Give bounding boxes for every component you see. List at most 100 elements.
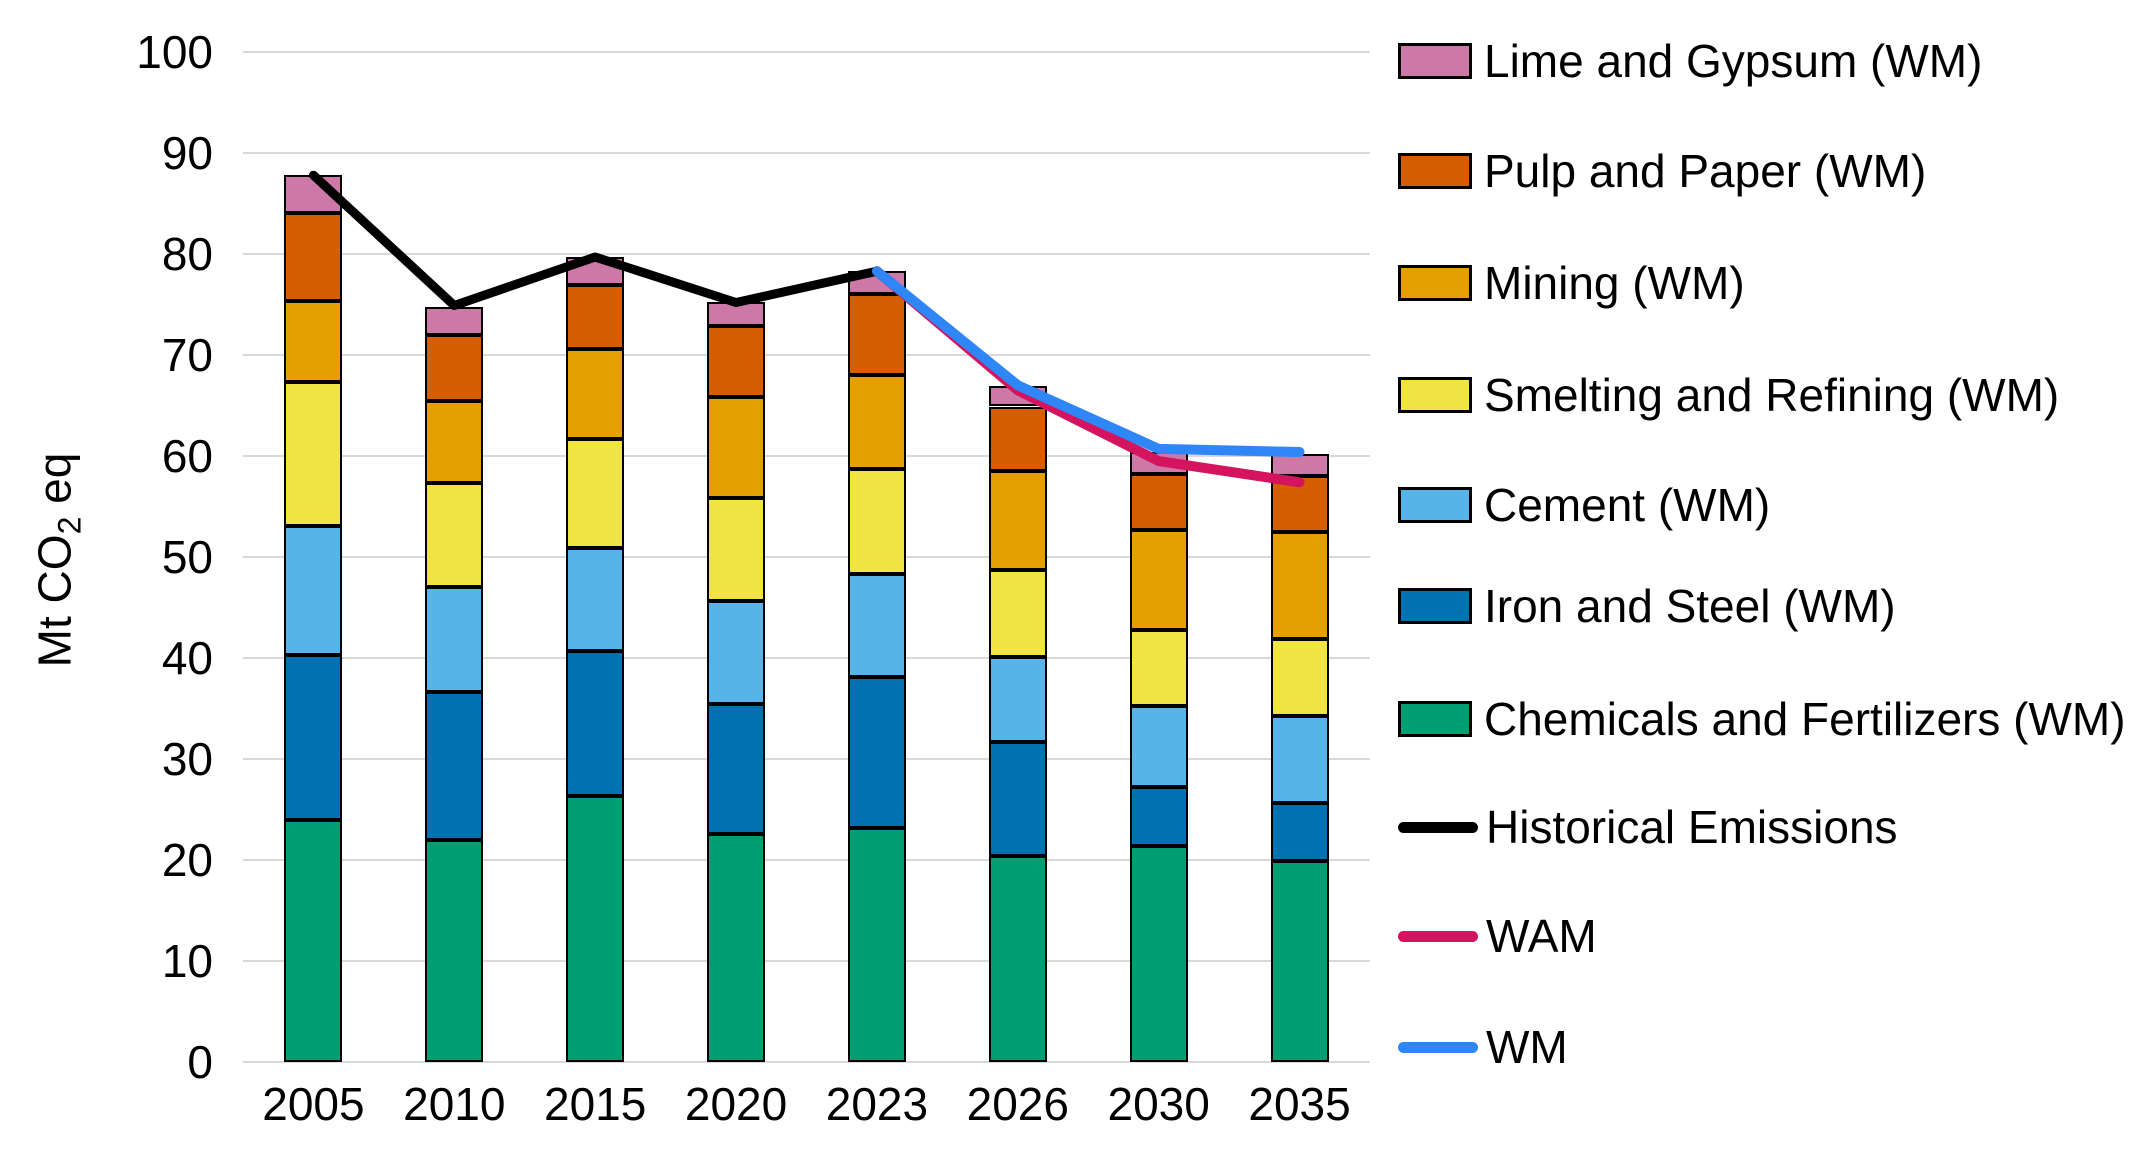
bar-segment-2026-mining-wm-	[988, 471, 1047, 571]
bar-segment-2023-cement-wm-	[847, 574, 906, 678]
bar-segment-2020-pulp-and-paper-wm-	[707, 325, 766, 398]
y-tick-label-90: 90	[161, 127, 213, 179]
bar-segment-2020-mining-wm-	[707, 397, 766, 499]
gridline-y-70	[243, 354, 1370, 356]
legend-item-iron-and-steel: Iron and Steel (WM)	[1398, 579, 1896, 634]
legend-item-wm: WM	[1398, 1020, 1568, 1075]
legend-label: Lime and Gypsum (WM)	[1484, 35, 1983, 87]
y-tick-label-70: 70	[161, 329, 213, 381]
bar-segment-2023-mining-wm-	[847, 375, 906, 470]
bar-segment-2020-iron-and-steel-wm-	[707, 704, 766, 834]
pulp-and-paper-swatch	[1398, 153, 1472, 189]
bar-segment-2030-mining-wm-	[1129, 529, 1188, 630]
historical-emissions-line-swatch	[1398, 822, 1478, 833]
mining-swatch	[1398, 265, 1472, 301]
legend-label: Historical Emissions	[1486, 801, 1898, 853]
chemicals-and-fertilizers-swatch	[1398, 701, 1472, 737]
bar-segment-2005-pulp-and-paper-wm-	[284, 212, 343, 302]
bar-segment-2005-cement-wm-	[284, 525, 343, 655]
bar-segment-2023-iron-and-steel-wm-	[847, 677, 906, 828]
x-tick-label-2015: 2015	[544, 1078, 647, 1130]
bar-segment-2015-smelting-and-refining-wm-	[566, 438, 625, 548]
y-tick-label-0: 0	[187, 1036, 213, 1088]
bar-segment-2035-chemicals-and-fertilizers-wm-	[1270, 861, 1329, 1062]
gridline-y-90	[243, 152, 1370, 154]
legend-label: WAM	[1486, 910, 1597, 962]
x-tick-label-2035: 2035	[1248, 1078, 1351, 1130]
y-tick-label-60: 60	[161, 430, 213, 482]
y-tick-label-80: 80	[161, 228, 213, 280]
x-tick-label-2030: 2030	[1107, 1078, 1210, 1130]
bar-segment-2026-chemicals-and-fertilizers-wm-	[988, 855, 1047, 1062]
cement-swatch	[1398, 487, 1472, 523]
y-tick-label-50: 50	[161, 531, 213, 583]
bar-segment-2010-pulp-and-paper-wm-	[425, 334, 484, 402]
gridline-y-20	[243, 859, 1370, 861]
iron-and-steel-swatch	[1398, 588, 1472, 624]
bar-segment-2020-chemicals-and-fertilizers-wm-	[707, 833, 766, 1062]
bar-segment-2010-chemicals-and-fertilizers-wm-	[425, 839, 484, 1062]
bar-segment-2020-smelting-and-refining-wm-	[707, 498, 766, 602]
legend-label: Cement (WM)	[1484, 479, 1771, 531]
legend-item-cement: Cement (WM)	[1398, 478, 1770, 533]
bar-segment-2026-pulp-and-paper-wm-	[988, 406, 1047, 472]
bar-segment-2035-iron-and-steel-wm-	[1270, 803, 1329, 861]
gridline-y-0	[243, 1061, 1370, 1063]
smelting-and-refining-swatch	[1398, 377, 1472, 413]
bar-segment-2026-smelting-and-refining-wm-	[988, 570, 1047, 657]
bar-segment-2015-iron-and-steel-wm-	[566, 650, 625, 797]
bar-segment-2023-pulp-and-paper-wm-	[847, 294, 906, 376]
bar-segment-2015-pulp-and-paper-wm-	[566, 285, 625, 349]
bar-segment-2020-cement-wm-	[707, 601, 766, 705]
legend-label: Iron and Steel (WM)	[1484, 580, 1896, 632]
historical-emissions-line	[308, 170, 882, 311]
y-tick-label-10: 10	[161, 935, 213, 987]
bar-segment-2030-smelting-and-refining-wm-	[1129, 629, 1188, 707]
bar-segment-2005-chemicals-and-fertilizers-wm-	[284, 819, 343, 1062]
bar-segment-2005-mining-wm-	[284, 301, 343, 383]
bar-segment-2030-iron-and-steel-wm-	[1129, 787, 1188, 846]
bar-segment-2035-cement-wm-	[1270, 715, 1329, 804]
gridline-y-60	[243, 455, 1370, 457]
bar-segment-2026-cement-wm-	[988, 656, 1047, 742]
gridline-y-40	[243, 657, 1370, 659]
x-tick-label-2005: 2005	[262, 1078, 365, 1130]
bar-segment-2010-mining-wm-	[425, 401, 484, 484]
wm-line	[871, 266, 1305, 457]
x-tick-label-2010: 2010	[403, 1078, 506, 1130]
wam-line-swatch	[1398, 931, 1478, 942]
y-tick-label-40: 40	[161, 632, 213, 684]
gridline-y-100	[243, 51, 1370, 53]
bar-segment-2015-cement-wm-	[566, 547, 625, 651]
legend-item-wam: WAM	[1398, 909, 1597, 964]
gridline-y-30	[243, 758, 1370, 760]
bar-segment-2010-cement-wm-	[425, 587, 484, 693]
legend-label: Pulp and Paper (WM)	[1484, 145, 1927, 197]
legend-item-pulp-and-paper: Pulp and Paper (WM)	[1398, 144, 1926, 199]
y-tick-label-100: 100	[136, 26, 213, 78]
legend-label: Smelting and Refining (WM)	[1484, 369, 2060, 421]
lime-and-gypsum-swatch	[1398, 43, 1472, 79]
gridline-y-80	[243, 253, 1370, 255]
bar-segment-2005-smelting-and-refining-wm-	[284, 382, 343, 526]
gridline-y-50	[243, 556, 1370, 558]
bar-segment-2023-smelting-and-refining-wm-	[847, 469, 906, 575]
bar-segment-2023-chemicals-and-fertilizers-wm-	[847, 827, 906, 1062]
bar-segment-2010-lime-and-gypsum-wm-	[425, 306, 484, 335]
x-tick-label-2026: 2026	[966, 1078, 1069, 1130]
gridline-y-10	[243, 960, 1370, 962]
legend-label: WM	[1486, 1021, 1568, 1073]
chart-legend: Lime and Gypsum (WM) Pulp and Paper (WM)…	[1398, 0, 2143, 1154]
bar-segment-2035-mining-wm-	[1270, 531, 1329, 639]
legend-item-historical-emissions: Historical Emissions	[1398, 800, 1898, 855]
bar-segment-2015-chemicals-and-fertilizers-wm-	[566, 796, 625, 1062]
bar-segment-2030-chemicals-and-fertilizers-wm-	[1129, 845, 1188, 1062]
bar-segment-2015-mining-wm-	[566, 348, 625, 439]
bar-segment-2010-iron-and-steel-wm-	[425, 692, 484, 840]
legend-item-lime-and-gypsum: Lime and Gypsum (WM)	[1398, 34, 1982, 89]
y-tick-label-20: 20	[161, 834, 213, 886]
wm-line-swatch	[1398, 1042, 1478, 1053]
y-tick-label-30: 30	[161, 733, 213, 785]
bar-segment-2030-pulp-and-paper-wm-	[1129, 474, 1188, 530]
